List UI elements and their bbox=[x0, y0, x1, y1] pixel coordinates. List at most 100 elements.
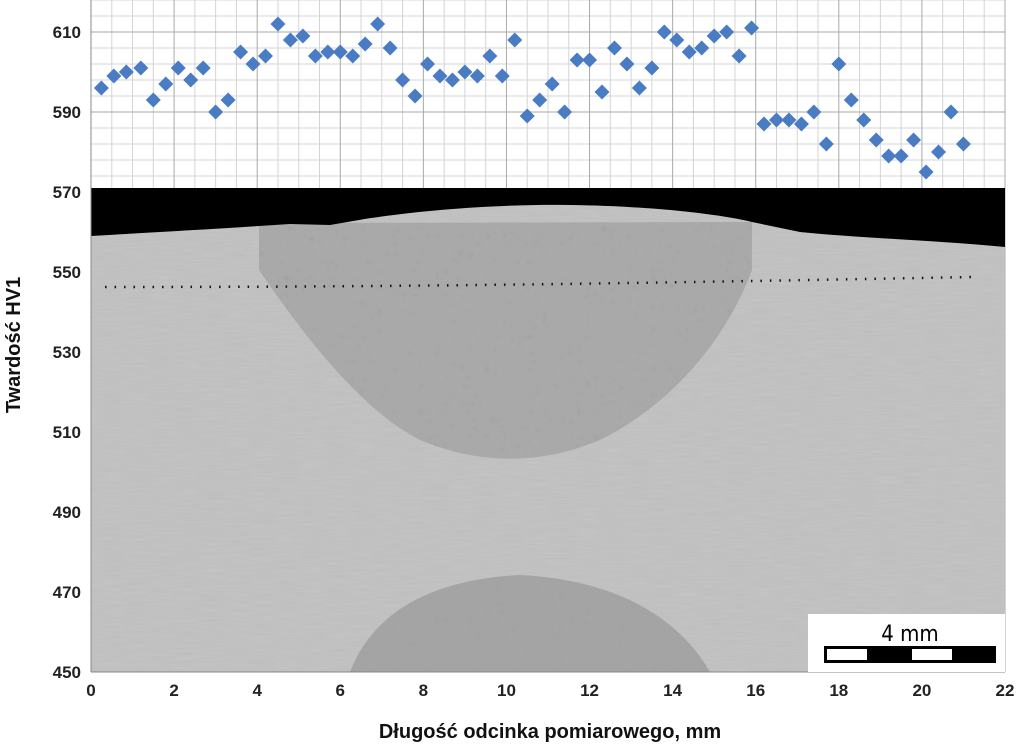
x-tick-label: 4 bbox=[252, 681, 262, 700]
data-point bbox=[906, 132, 922, 148]
scale-bar-label: 4 mm bbox=[881, 622, 938, 647]
data-point bbox=[357, 36, 373, 52]
x-tick-label: 2 bbox=[169, 681, 178, 700]
data-point bbox=[806, 104, 822, 120]
data-point bbox=[282, 32, 298, 48]
data-point bbox=[469, 68, 485, 84]
surface-black bbox=[91, 188, 1005, 247]
data-point bbox=[644, 60, 660, 76]
data-point bbox=[183, 72, 199, 88]
data-point bbox=[619, 56, 635, 72]
data-point bbox=[843, 92, 859, 108]
y-tick-labels: 450 470 490 510 530 550 570 590 610 bbox=[53, 23, 81, 682]
data-point bbox=[918, 164, 934, 180]
data-point bbox=[444, 72, 460, 88]
data-point bbox=[582, 52, 598, 68]
data-point bbox=[93, 80, 109, 96]
data-point bbox=[370, 16, 386, 32]
scale-bar-segment bbox=[827, 649, 867, 660]
data-point bbox=[195, 60, 211, 76]
data-point bbox=[257, 48, 273, 64]
data-point bbox=[818, 136, 834, 152]
y-axis-title: Twardość HV1 bbox=[3, 277, 25, 413]
x-tick-label: 14 bbox=[663, 681, 682, 700]
data-point bbox=[395, 72, 411, 88]
data-point bbox=[781, 112, 797, 128]
data-point bbox=[208, 104, 224, 120]
data-point bbox=[706, 28, 722, 44]
data-point bbox=[881, 148, 897, 164]
data-point bbox=[744, 20, 760, 36]
y-tick-label: 490 bbox=[53, 503, 81, 522]
data-point bbox=[432, 68, 448, 84]
y-tick-label: 610 bbox=[53, 23, 81, 42]
data-point bbox=[769, 112, 784, 128]
x-tick-label: 6 bbox=[336, 681, 345, 700]
x-tick-label: 20 bbox=[912, 681, 931, 700]
y-tick-label: 590 bbox=[53, 103, 81, 122]
scale-bar: 4 mm bbox=[808, 614, 1005, 672]
data-point bbox=[731, 48, 747, 64]
y-tick-label: 570 bbox=[53, 183, 81, 202]
data-point bbox=[407, 88, 423, 104]
data-point bbox=[320, 44, 336, 60]
data-point bbox=[544, 76, 560, 92]
data-point bbox=[345, 48, 361, 64]
y-tick-label: 550 bbox=[53, 263, 81, 282]
y-tick-label: 530 bbox=[53, 343, 81, 362]
data-point bbox=[457, 64, 473, 80]
data-point bbox=[220, 92, 236, 108]
x-tick-label: 8 bbox=[419, 681, 428, 700]
data-point bbox=[307, 48, 323, 64]
data-point bbox=[507, 32, 523, 48]
micrograph bbox=[91, 188, 1005, 672]
x-tick-labels: 0 2 4 6 8 10 12 14 16 18 20 22 bbox=[86, 681, 1014, 700]
data-point bbox=[145, 92, 161, 108]
y-tick-label: 510 bbox=[53, 423, 81, 442]
data-point bbox=[569, 52, 585, 68]
data-point bbox=[831, 56, 847, 72]
data-point bbox=[233, 44, 249, 60]
data-point bbox=[868, 132, 884, 148]
data-point bbox=[295, 28, 311, 44]
x-tick-label: 16 bbox=[746, 681, 765, 700]
data-point bbox=[943, 104, 959, 120]
data-point bbox=[420, 56, 436, 72]
x-tick-label: 18 bbox=[829, 681, 848, 700]
data-point bbox=[694, 40, 710, 56]
scale-bar-segment bbox=[912, 649, 952, 660]
data-point bbox=[245, 56, 261, 72]
data-point bbox=[170, 60, 186, 76]
data-point bbox=[631, 80, 647, 96]
data-point bbox=[133, 60, 149, 76]
data-point bbox=[519, 108, 535, 124]
x-tick-label: 0 bbox=[86, 681, 95, 700]
data-point bbox=[955, 136, 971, 152]
data-point bbox=[793, 116, 809, 132]
x-tick-label: 10 bbox=[497, 681, 516, 700]
data-point bbox=[532, 92, 548, 108]
data-point bbox=[893, 148, 909, 164]
data-point bbox=[656, 24, 672, 40]
data-point bbox=[382, 40, 398, 56]
data-point bbox=[557, 104, 573, 120]
data-point bbox=[669, 32, 685, 48]
data-point bbox=[594, 84, 610, 100]
data-point bbox=[482, 48, 498, 64]
data-point bbox=[118, 64, 134, 80]
y-tick-label: 450 bbox=[53, 663, 81, 682]
data-point bbox=[681, 44, 697, 60]
data-point bbox=[719, 24, 735, 40]
x-tick-label: 22 bbox=[996, 681, 1015, 700]
data-point bbox=[756, 116, 772, 132]
data-point bbox=[106, 68, 122, 84]
data-point bbox=[332, 44, 348, 60]
data-points bbox=[93, 16, 971, 180]
data-point bbox=[931, 144, 947, 160]
data-point bbox=[270, 16, 286, 32]
data-point bbox=[856, 112, 872, 128]
x-tick-label: 12 bbox=[580, 681, 599, 700]
data-point bbox=[606, 40, 622, 56]
data-point bbox=[494, 68, 510, 84]
